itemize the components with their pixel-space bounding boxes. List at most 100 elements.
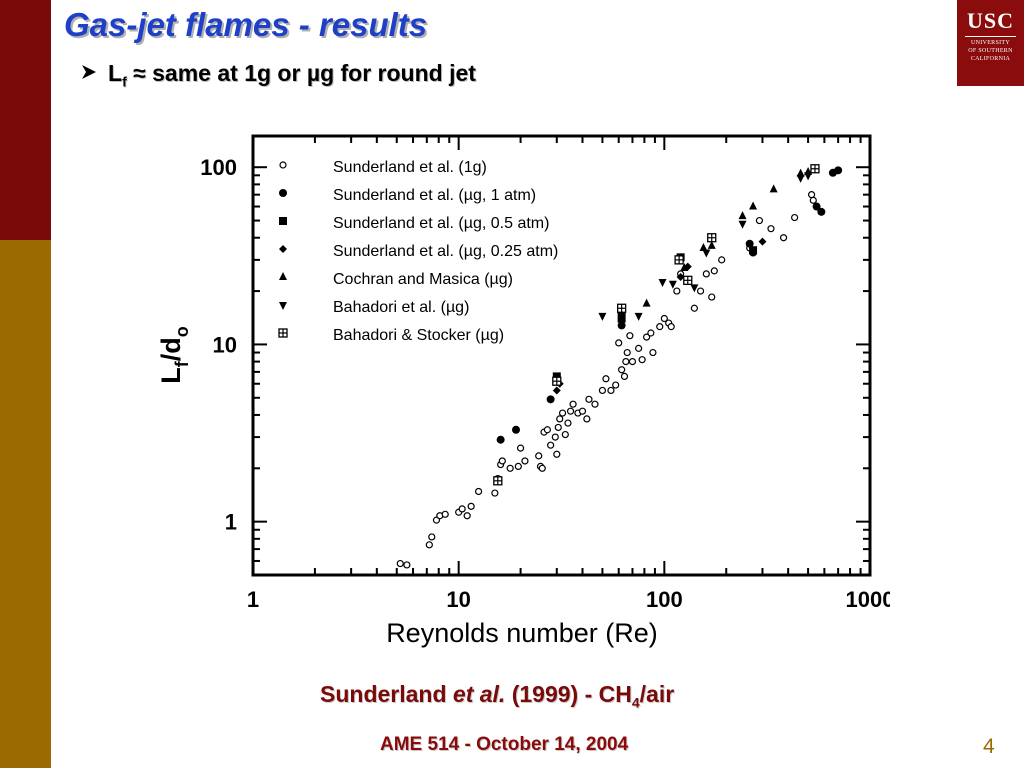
data-point: [690, 304, 698, 312]
y-label-sub2: o: [172, 326, 192, 337]
data-point: [496, 435, 505, 444]
marker-shape: [667, 323, 675, 331]
plot-frame: [251, 134, 872, 577]
data-point: [674, 255, 684, 265]
bullet-point: Lf ≈ same at 1g or µg for round jet: [80, 60, 476, 90]
data-point: [668, 280, 677, 289]
marker-shape: [554, 423, 562, 432]
data-point: [622, 358, 630, 366]
data-point: [561, 430, 569, 439]
data-point: [506, 464, 514, 472]
marker-shape: [634, 312, 643, 321]
slide-title: Gas-jet flames - results: [64, 6, 428, 43]
marker-shape: [834, 166, 843, 175]
data-point: [543, 426, 551, 434]
data-point: [834, 166, 843, 175]
data-point: [616, 303, 627, 313]
data-point: [552, 372, 561, 381]
x-tick-label: 100: [646, 587, 683, 612]
marker-shape: [626, 332, 634, 340]
marker-shape: [676, 273, 685, 282]
logo-line-1: UNIVERSITY: [971, 40, 1010, 46]
legend-marker: [279, 302, 287, 310]
data-point: [749, 246, 758, 255]
data-point: [551, 433, 559, 441]
logo-abbr: USC: [966, 8, 1014, 33]
marker-shape: [804, 172, 813, 181]
marker-shape: [702, 249, 711, 258]
marker-shape: [566, 407, 575, 415]
marker-shape: [558, 409, 567, 417]
marker-shape: [617, 321, 626, 330]
legend-label: Bahadori & Stocker (µg): [333, 327, 504, 344]
data-point: [463, 512, 471, 520]
marker-shape: [538, 464, 546, 472]
data-point: [514, 462, 522, 471]
data-point: [791, 213, 799, 222]
marker-shape: [279, 217, 287, 225]
marker-shape: [474, 487, 483, 496]
data-point: [812, 202, 821, 211]
data-point: [628, 358, 637, 366]
marker-shape: [796, 168, 805, 177]
y-axis-label: Lf/do: [156, 326, 192, 384]
marker-shape: [812, 202, 821, 211]
marker-shape: [546, 395, 555, 404]
data-point: [546, 395, 555, 404]
data-point: [585, 395, 593, 403]
marker-shape: [591, 400, 599, 408]
data-point: [553, 450, 561, 458]
marker-shape: [498, 457, 506, 465]
data-point: [667, 323, 675, 331]
marker-shape: [745, 239, 754, 248]
data-point: [425, 541, 433, 549]
marker-shape: [425, 541, 433, 549]
data-point: [699, 243, 708, 252]
data-point: [583, 415, 591, 423]
usc-logo: USC UNIVERSITY OF SOUTHERN CALIFORNIA: [957, 0, 1024, 86]
marker-shape: [535, 452, 543, 460]
legend-marker: [279, 272, 287, 280]
x-tick-label: 10: [446, 587, 470, 612]
data-point: [745, 239, 754, 248]
marker-shape: [553, 450, 561, 458]
data-point: [607, 386, 615, 395]
data-point: [618, 366, 626, 374]
data-point: [673, 287, 681, 295]
data-point: [556, 415, 564, 423]
data-point: [707, 240, 716, 249]
data-point: [521, 457, 529, 465]
marker-shape: [506, 464, 514, 472]
legend-label: Sunderland et al. (1g): [333, 159, 487, 176]
data-point: [702, 270, 710, 278]
marker-shape: [658, 279, 667, 288]
data-point: [498, 457, 506, 465]
marker-shape: [769, 184, 778, 193]
data-point: [493, 476, 503, 486]
data-point: [617, 321, 626, 330]
marker-shape: [279, 161, 287, 169]
marker-shape: [578, 407, 587, 415]
y-tick-label: 1: [225, 510, 237, 535]
data-point: [804, 172, 813, 181]
legend-label: Cochran and Masica (µg): [333, 271, 513, 288]
marker-shape: [428, 533, 436, 541]
data-point: [707, 233, 717, 243]
data-point: [396, 559, 404, 568]
marker-shape: [556, 415, 564, 423]
marker-shape: [796, 174, 805, 183]
marker-shape: [809, 196, 817, 204]
marker-shape: [463, 512, 471, 520]
data-point: [612, 381, 620, 389]
data-point: [554, 423, 562, 432]
data-point: [467, 502, 475, 510]
marker-shape: [612, 381, 620, 389]
data-point: [683, 275, 693, 285]
legend-label: Sunderland et al. (µg, 1 atm): [333, 187, 536, 204]
data-point: [638, 356, 646, 364]
marker-shape: [817, 207, 826, 216]
marker-shape: [749, 246, 758, 255]
data-point: [491, 489, 499, 497]
data-point: [403, 561, 411, 569]
